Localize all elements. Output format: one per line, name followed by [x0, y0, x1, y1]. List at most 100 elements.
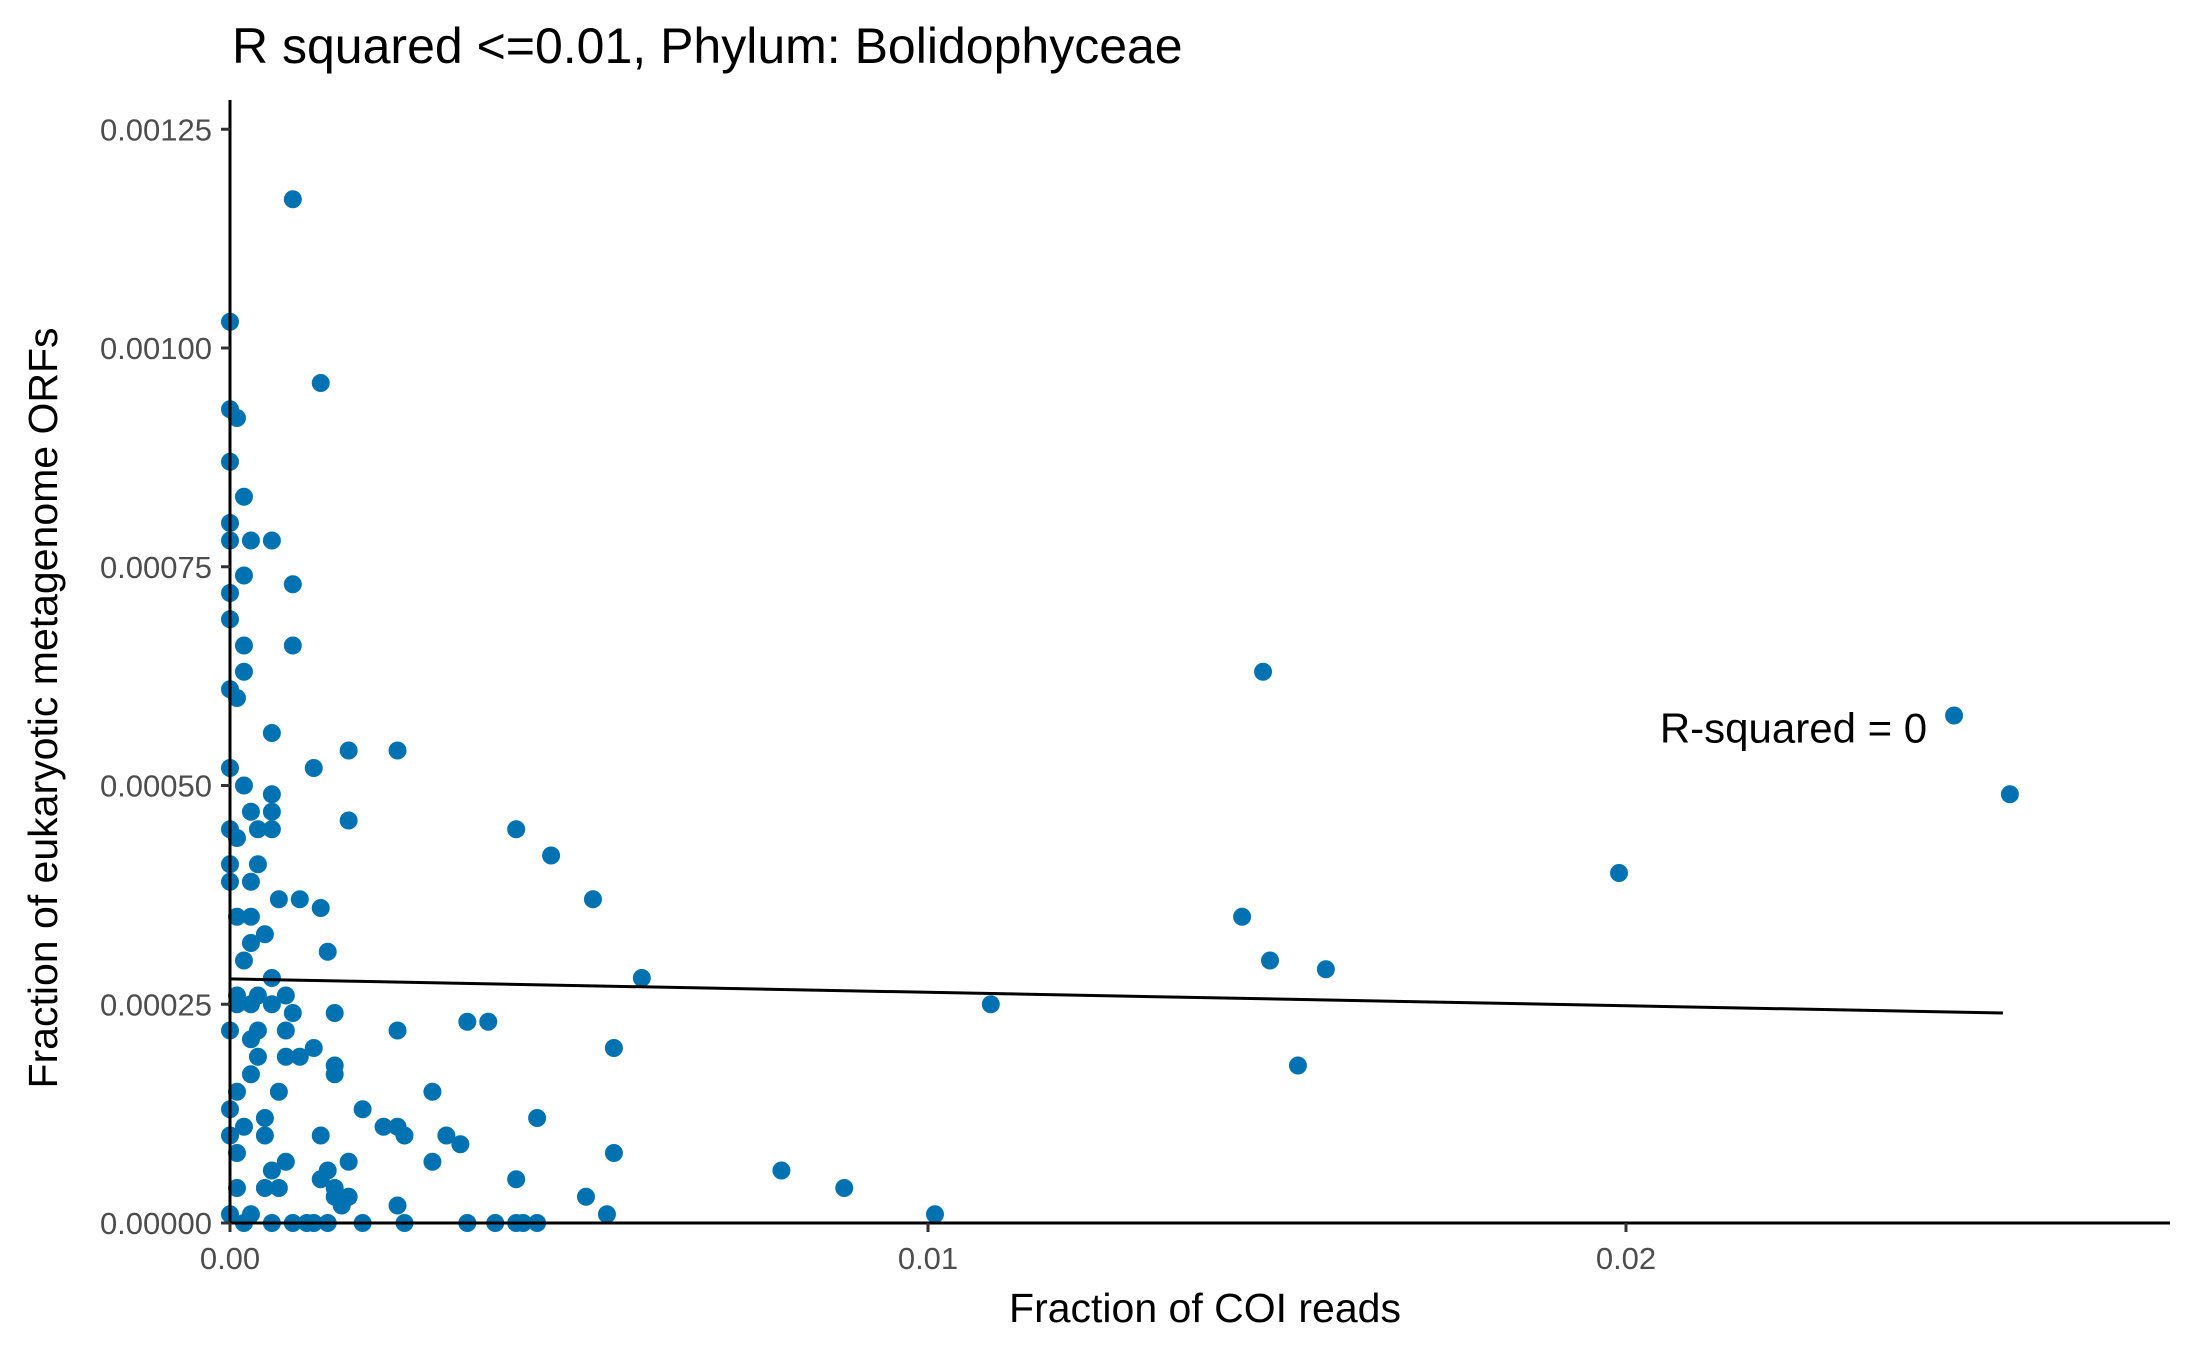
- regression-line: [229, 977, 2003, 1015]
- data-point: [1610, 864, 1629, 882]
- data-point: [276, 986, 295, 1005]
- x-tick-label: 0.00: [200, 1241, 260, 1276]
- data-point: [283, 190, 302, 209]
- data-point: [290, 890, 309, 909]
- data-point: [234, 951, 253, 970]
- data-point: [835, 1179, 854, 1197]
- data-point: [227, 1082, 246, 1101]
- data-point: [925, 1205, 944, 1224]
- data-point: [241, 934, 260, 952]
- data-point: [227, 907, 246, 926]
- data-point: [388, 741, 407, 760]
- data-point: [632, 969, 651, 987]
- data-point: [276, 1047, 295, 1066]
- data-point: [395, 1126, 414, 1145]
- data-point: [304, 1039, 323, 1057]
- data-point: [388, 1196, 407, 1215]
- data-point: [248, 1047, 267, 1066]
- regression-line-layer: [229, 977, 2003, 1015]
- data-point: [339, 1152, 358, 1171]
- y-tick-label: 0.00100: [100, 331, 212, 366]
- data-point: [290, 1047, 309, 1066]
- data-point: [227, 1179, 246, 1197]
- data-point: [1261, 951, 1280, 970]
- data-point: [388, 1021, 407, 1040]
- data-point: [1233, 907, 1252, 926]
- x-tick-label: 0.02: [1596, 1241, 1656, 1276]
- data-point: [451, 1135, 470, 1154]
- data-point: [981, 995, 1000, 1014]
- data-point: [604, 1144, 623, 1162]
- data-point: [276, 1021, 295, 1040]
- data-point: [583, 890, 602, 909]
- data-point: [311, 1126, 330, 1145]
- data-point: [262, 995, 281, 1014]
- data-point: [241, 995, 260, 1014]
- data-point: [241, 1065, 260, 1084]
- data-point: [262, 531, 281, 550]
- data-point: [241, 802, 260, 821]
- data-point: [772, 1161, 791, 1180]
- y-axis-title: Fraction of eukaryotic metagenome ORFs: [20, 327, 66, 1088]
- data-point: [248, 855, 267, 874]
- data-point: [234, 566, 253, 585]
- axes-layer: 0.00000 0.00025 0.00050 0.00075 0.00100 0.001…: [100, 100, 2170, 1276]
- data-point: [311, 899, 330, 917]
- data-point: [234, 662, 253, 681]
- data-point: [1254, 662, 1273, 681]
- data-point: [227, 995, 246, 1014]
- data-point: [262, 802, 281, 821]
- y-tick-label: 0.00125: [100, 112, 212, 147]
- data-point: [311, 374, 330, 392]
- data-point: [2000, 785, 2019, 804]
- data-point: [283, 1004, 302, 1022]
- data-point: [269, 890, 288, 909]
- data-point: [353, 1100, 372, 1119]
- data-point: [241, 1030, 260, 1049]
- data-point: [304, 759, 323, 777]
- data-point: [262, 1161, 281, 1180]
- y-tick-label: 0.00025: [100, 987, 212, 1022]
- r-squared-annotation: R-squared = 0: [1660, 705, 1927, 752]
- data-point: [234, 487, 253, 506]
- data-point: [507, 820, 526, 839]
- data-point: [479, 1012, 498, 1031]
- data-point: [241, 907, 260, 926]
- data-point: [227, 409, 246, 427]
- data-point: [325, 1065, 344, 1084]
- data-point: [325, 1004, 344, 1022]
- data-point: [332, 1196, 351, 1215]
- y-tick-label: 0.00050: [100, 769, 212, 804]
- data-point: [255, 1109, 274, 1127]
- points-layer: [221, 190, 2019, 1232]
- data-point: [597, 1205, 616, 1224]
- data-point: [262, 969, 281, 987]
- data-point: [423, 1152, 442, 1171]
- data-point: [283, 575, 302, 594]
- y-tick-label: 0.00075: [100, 550, 212, 585]
- chart-title: R squared <=0.01, Phylum: Bolidophyceae: [232, 18, 1183, 74]
- data-point: [339, 811, 358, 830]
- x-tick-label: 0.01: [898, 1241, 958, 1276]
- x-axis-title: Fraction of COI reads: [1009, 1285, 1401, 1331]
- data-point: [437, 1126, 456, 1145]
- data-point: [423, 1082, 442, 1101]
- data-point: [528, 1109, 547, 1127]
- data-point: [241, 531, 260, 550]
- data-point: [269, 1179, 288, 1197]
- data-point: [339, 741, 358, 760]
- data-point: [283, 636, 302, 655]
- data-point: [241, 872, 260, 891]
- data-point: [248, 820, 267, 839]
- data-point: [227, 689, 246, 707]
- data-point: [1945, 706, 1964, 725]
- data-point: [255, 1179, 274, 1197]
- y-tick-label: 0.00000: [100, 1206, 212, 1241]
- data-point: [227, 829, 246, 847]
- data-point: [458, 1012, 477, 1031]
- data-point: [374, 1117, 393, 1136]
- data-point: [262, 785, 281, 804]
- data-point: [234, 776, 253, 795]
- data-point: [234, 636, 253, 655]
- data-point: [255, 925, 274, 944]
